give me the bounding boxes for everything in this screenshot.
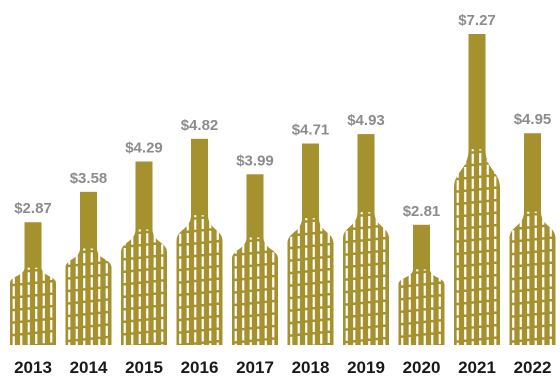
- bottle-neck: [468, 34, 486, 152]
- bottle-body: [176, 215, 223, 345]
- x-tick-label: 2020: [403, 358, 441, 377]
- value-label: $2.81: [403, 203, 441, 220]
- value-label: $4.95: [514, 111, 552, 128]
- bottle-texture: [12, 267, 53, 345]
- bar-2022: [509, 133, 556, 345]
- bottle-texture: [512, 211, 552, 345]
- value-labels-group: $2.87 $3.58 $4.29 $4.82 $3.99 $4.71 $4.93 $2.81…: [14, 12, 551, 220]
- bottle-texture: [456, 149, 497, 345]
- bottle-body: [232, 237, 278, 345]
- bottle-neck: [357, 134, 375, 215]
- bottle-texture: [290, 218, 330, 345]
- bottle-texture: [179, 215, 219, 345]
- bar-2015: [121, 161, 167, 345]
- value-label: $4.82: [181, 117, 219, 134]
- bottle-body: [509, 211, 556, 345]
- x-tick-label: 2017: [236, 358, 274, 377]
- bottle-body: [454, 149, 500, 345]
- bottle-neck: [246, 174, 264, 240]
- bottle-neck: [135, 161, 153, 232]
- bottle-neck: [80, 191, 97, 251]
- bottle-neck: [24, 222, 42, 270]
- bar-2020: [398, 224, 445, 345]
- bar-2019: [343, 134, 389, 345]
- bar-2016: [176, 138, 223, 345]
- x-tick-label: 2022: [514, 358, 552, 377]
- bottle-body: [398, 269, 445, 345]
- bottle-body: [287, 218, 334, 345]
- bottle-body: [10, 267, 56, 345]
- x-tick-label: 2016: [181, 358, 219, 377]
- bar-2021: [454, 34, 500, 345]
- x-tick-label: 2015: [125, 358, 163, 377]
- bar-2014: [65, 191, 112, 345]
- year-labels-group: 2013 2014 2015 2016 2017 2018 2019 2020 2021 2022: [14, 358, 551, 377]
- bottle-neck: [413, 224, 430, 272]
- x-tick-label: 2014: [70, 358, 108, 377]
- bottle-body: [121, 229, 167, 345]
- value-label: $7.27: [458, 12, 496, 29]
- bottle-texture: [401, 269, 441, 345]
- value-label: $2.87: [14, 200, 52, 217]
- bottle-body: [343, 212, 389, 345]
- bar-2017: [232, 174, 278, 345]
- x-tick-label: 2021: [458, 358, 496, 377]
- x-tick-label: 2019: [347, 358, 385, 377]
- bottle-texture: [234, 237, 275, 345]
- value-label: $4.71: [292, 122, 330, 139]
- bottle-neck: [302, 143, 319, 221]
- bottle-texture: [345, 212, 386, 345]
- bottle-neck: [191, 138, 208, 218]
- bottle-texture: [68, 248, 108, 345]
- bottle-neck: [524, 133, 541, 214]
- bar-2013: [10, 222, 56, 345]
- x-tick-label: 2018: [292, 358, 330, 377]
- bar-2018: [287, 143, 334, 345]
- value-label: $3.99: [236, 152, 274, 169]
- value-label: $4.29: [125, 139, 163, 156]
- bottle-body: [65, 248, 112, 345]
- value-label: $4.93: [347, 112, 385, 129]
- bottle-texture: [123, 229, 164, 345]
- x-tick-label: 2013: [14, 358, 52, 377]
- value-label: $3.58: [70, 170, 108, 187]
- bars-group: [10, 34, 556, 345]
